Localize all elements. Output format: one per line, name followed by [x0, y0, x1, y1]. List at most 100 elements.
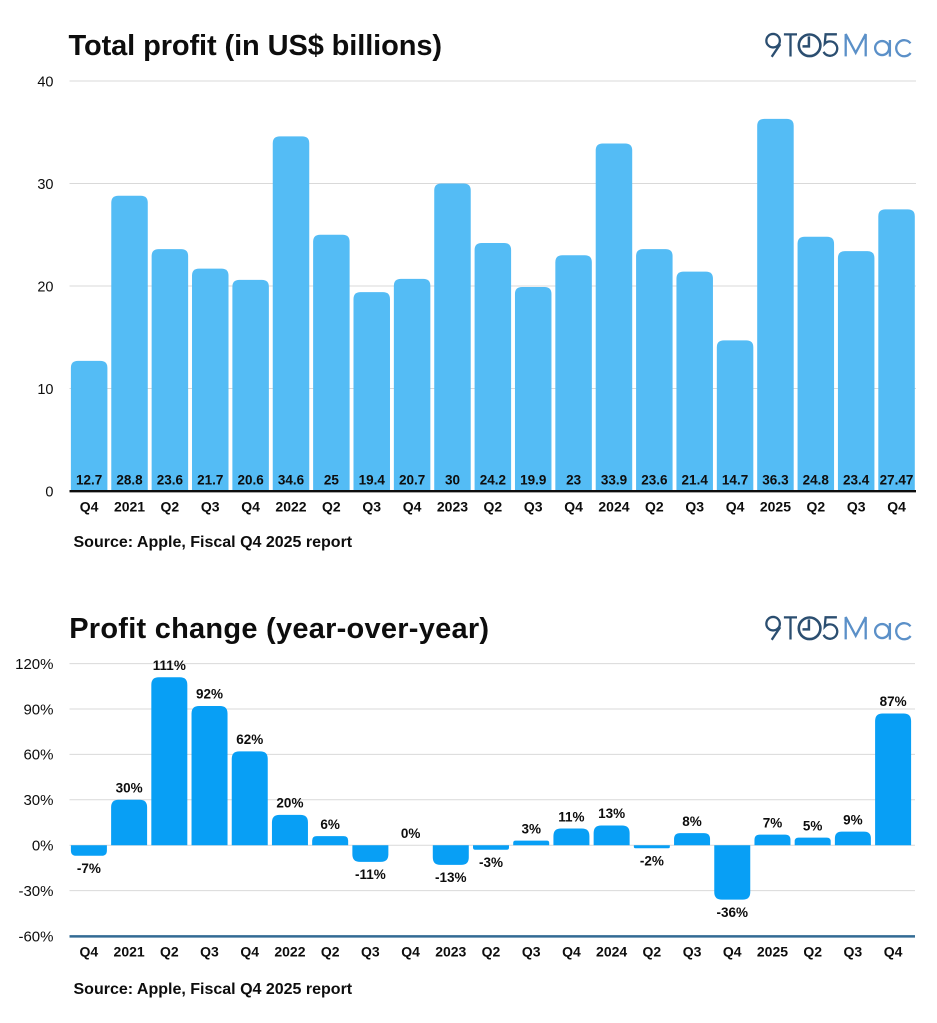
svg-text:14.7: 14.7 — [722, 472, 748, 487]
svg-text:2025: 2025 — [757, 943, 788, 959]
svg-text:20.7: 20.7 — [399, 472, 425, 487]
svg-text:2025: 2025 — [760, 499, 791, 515]
svg-text:23: 23 — [566, 472, 582, 487]
svg-text:Q4: Q4 — [723, 943, 742, 959]
svg-text:60%: 60% — [23, 747, 53, 764]
svg-text:Q4: Q4 — [726, 499, 745, 515]
svg-text:23.6: 23.6 — [641, 472, 668, 487]
svg-text:Q4: Q4 — [564, 499, 583, 515]
svg-text:27.47: 27.47 — [880, 472, 914, 487]
svg-text:90%: 90% — [23, 701, 53, 718]
svg-text:Q3: Q3 — [685, 499, 704, 515]
svg-text:30%: 30% — [116, 781, 143, 796]
svg-text:Source: Apple, Fiscal Q4 2025: Source: Apple, Fiscal Q4 2025 report — [74, 534, 353, 551]
svg-text:Q2: Q2 — [806, 499, 825, 515]
svg-text:13%: 13% — [598, 806, 625, 821]
svg-text:-2%: -2% — [640, 853, 664, 868]
svg-text:40: 40 — [37, 74, 53, 90]
svg-text:2021: 2021 — [114, 499, 145, 515]
svg-text:7%: 7% — [763, 815, 783, 830]
svg-text:2024: 2024 — [598, 499, 629, 515]
svg-text:Q4: Q4 — [80, 499, 99, 515]
svg-text:30: 30 — [445, 472, 460, 487]
svg-text:Q2: Q2 — [322, 499, 341, 515]
svg-text:Q3: Q3 — [522, 943, 541, 959]
svg-text:5%: 5% — [803, 818, 823, 833]
svg-text:20: 20 — [37, 279, 53, 295]
svg-text:-60%: -60% — [18, 928, 53, 945]
svg-text:25: 25 — [324, 472, 340, 487]
svg-text:23.6: 23.6 — [157, 472, 184, 487]
svg-text:Q3: Q3 — [683, 943, 702, 959]
svg-text:30%: 30% — [23, 792, 53, 809]
svg-text:87%: 87% — [880, 694, 907, 709]
svg-text:2022: 2022 — [274, 943, 305, 959]
svg-text:0%: 0% — [401, 826, 421, 841]
svg-text:Q3: Q3 — [362, 499, 381, 515]
svg-text:Q2: Q2 — [642, 943, 661, 959]
svg-text:Q2: Q2 — [645, 499, 664, 515]
svg-text:Q2: Q2 — [482, 943, 501, 959]
svg-text:Q3: Q3 — [201, 499, 220, 515]
svg-text:6%: 6% — [320, 817, 340, 832]
svg-text:12.7: 12.7 — [76, 472, 102, 487]
svg-text:111%: 111% — [153, 658, 186, 673]
svg-text:21.4: 21.4 — [682, 472, 709, 487]
svg-text:36.3: 36.3 — [762, 472, 789, 487]
svg-text:8%: 8% — [682, 814, 702, 829]
svg-text:-11%: -11% — [355, 867, 386, 882]
svg-text:19.9: 19.9 — [520, 472, 546, 487]
svg-text:-3%: -3% — [479, 855, 503, 870]
svg-text:2021: 2021 — [114, 943, 145, 959]
svg-text:0%: 0% — [32, 838, 54, 855]
svg-text:92%: 92% — [196, 687, 223, 702]
svg-text:2023: 2023 — [435, 943, 466, 959]
svg-text:Q3: Q3 — [524, 499, 543, 515]
svg-text:24.8: 24.8 — [803, 472, 830, 487]
svg-text:Q2: Q2 — [160, 943, 179, 959]
svg-text:11%: 11% — [558, 809, 584, 824]
svg-text:9%: 9% — [843, 812, 863, 827]
svg-text:Q3: Q3 — [847, 499, 866, 515]
svg-text:-36%: -36% — [717, 905, 749, 920]
svg-text:28.8: 28.8 — [116, 472, 143, 487]
svg-text:2022: 2022 — [275, 499, 306, 515]
svg-text:Q3: Q3 — [361, 943, 380, 959]
svg-text:Q3: Q3 — [200, 943, 219, 959]
svg-text:30: 30 — [37, 177, 53, 193]
svg-text:34.6: 34.6 — [278, 472, 305, 487]
svg-text:19.4: 19.4 — [359, 472, 386, 487]
svg-text:Q3: Q3 — [844, 943, 863, 959]
svg-text:Total profit (in US$ billions): Total profit (in US$ billions) — [69, 30, 442, 62]
svg-text:Q4: Q4 — [403, 499, 422, 515]
svg-text:20%: 20% — [276, 796, 303, 811]
svg-text:Q4: Q4 — [241, 499, 260, 515]
svg-text:Q4: Q4 — [401, 943, 420, 959]
svg-text:3%: 3% — [521, 821, 541, 836]
svg-text:Source: Apple, Fiscal Q4 2025: Source: Apple, Fiscal Q4 2025 report — [74, 981, 353, 998]
svg-text:2023: 2023 — [437, 499, 468, 515]
svg-text:62%: 62% — [236, 732, 263, 747]
svg-text:Q4: Q4 — [562, 943, 581, 959]
svg-text:Profit change (year-over-year): Profit change (year-over-year) — [69, 613, 489, 645]
svg-text:20.6: 20.6 — [237, 472, 264, 487]
svg-text:Q4: Q4 — [884, 943, 903, 959]
svg-text:120%: 120% — [15, 656, 53, 673]
svg-text:23.4: 23.4 — [843, 472, 870, 487]
svg-text:-13%: -13% — [435, 870, 467, 885]
svg-text:33.9: 33.9 — [601, 472, 627, 487]
svg-text:2024: 2024 — [596, 943, 627, 959]
svg-text:Q2: Q2 — [161, 499, 180, 515]
svg-text:Q4: Q4 — [80, 943, 99, 959]
svg-text:-30%: -30% — [18, 883, 53, 900]
svg-text:Q4: Q4 — [240, 943, 259, 959]
svg-text:Q4: Q4 — [887, 499, 906, 515]
svg-text:Q2: Q2 — [803, 943, 822, 959]
svg-text:21.7: 21.7 — [197, 472, 223, 487]
svg-text:Q2: Q2 — [484, 499, 503, 515]
svg-text:Q2: Q2 — [321, 943, 340, 959]
svg-text:0: 0 — [45, 484, 53, 500]
svg-text:-7%: -7% — [77, 861, 101, 876]
svg-text:10: 10 — [37, 382, 53, 398]
svg-text:24.2: 24.2 — [480, 472, 506, 487]
